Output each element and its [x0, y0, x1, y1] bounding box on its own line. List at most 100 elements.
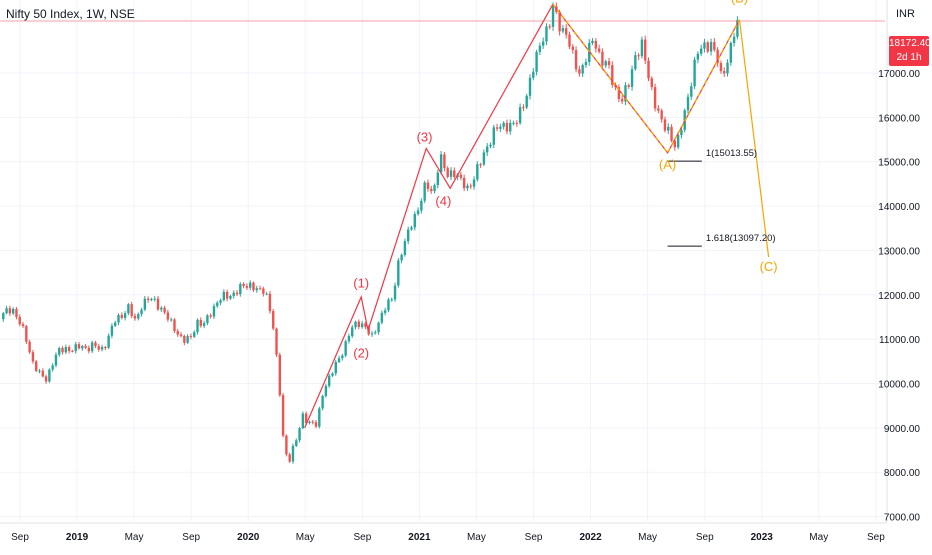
candle[interactable]: [601, 48, 604, 70]
candle[interactable]: [624, 82, 627, 106]
candle[interactable]: [127, 303, 130, 316]
candle[interactable]: [327, 373, 331, 389]
candle[interactable]: [370, 330, 374, 337]
candle[interactable]: [492, 124, 495, 149]
candle[interactable]: [581, 63, 584, 78]
candle[interactable]: [663, 116, 667, 133]
candle[interactable]: [647, 57, 650, 82]
candle[interactable]: [538, 42, 542, 56]
candle[interactable]: [723, 67, 726, 77]
candle[interactable]: [199, 317, 203, 328]
candle[interactable]: [48, 368, 51, 383]
last-price-tag[interactable]: 18172.40 2d 1h: [889, 36, 931, 66]
candle[interactable]: [337, 355, 341, 364]
candle[interactable]: [196, 318, 199, 335]
candle[interactable]: [403, 238, 407, 257]
candle[interactable]: [31, 349, 35, 364]
candle[interactable]: [311, 419, 314, 425]
candle[interactable]: [341, 353, 344, 361]
candle[interactable]: [528, 74, 532, 100]
candle[interactable]: [44, 374, 48, 384]
candle[interactable]: [686, 93, 690, 114]
candle[interactable]: [393, 282, 397, 302]
candle[interactable]: [137, 312, 140, 321]
candle[interactable]: [699, 44, 703, 57]
candle[interactable]: [571, 44, 574, 54]
candle[interactable]: [634, 51, 637, 71]
candle[interactable]: [146, 296, 150, 303]
candle[interactable]: [690, 82, 693, 100]
candle[interactable]: [298, 426, 301, 443]
candle[interactable]: [541, 37, 545, 49]
candle[interactable]: [304, 411, 308, 426]
candle[interactable]: [505, 119, 509, 135]
candle[interactable]: [726, 59, 729, 77]
candle[interactable]: [193, 330, 196, 339]
candle[interactable]: [285, 434, 288, 457]
candle[interactable]: [2, 311, 5, 322]
candle[interactable]: [104, 345, 107, 351]
candle[interactable]: [114, 320, 117, 327]
candle[interactable]: [189, 333, 193, 340]
candle[interactable]: [736, 16, 739, 40]
candle[interactable]: [156, 295, 160, 312]
candle[interactable]: [212, 303, 216, 320]
candle[interactable]: [670, 124, 673, 143]
candle[interactable]: [578, 65, 581, 77]
candle[interactable]: [360, 320, 364, 329]
candle[interactable]: [347, 333, 351, 344]
candle[interactable]: [87, 345, 91, 354]
candle[interactable]: [380, 310, 384, 325]
candle[interactable]: [446, 166, 449, 179]
candle[interactable]: [153, 296, 156, 302]
candle[interactable]: [239, 282, 242, 297]
candle[interactable]: [525, 93, 528, 110]
candle[interactable]: [676, 131, 680, 150]
candle[interactable]: [272, 308, 275, 331]
candle[interactable]: [486, 143, 489, 156]
candle[interactable]: [604, 59, 607, 68]
candle[interactable]: [588, 39, 591, 66]
candle[interactable]: [222, 289, 226, 302]
candle[interactable]: [459, 171, 463, 181]
candle[interactable]: [515, 120, 519, 127]
candle[interactable]: [430, 185, 433, 194]
candle[interactable]: [130, 301, 133, 319]
candle[interactable]: [166, 309, 170, 322]
candle[interactable]: [597, 44, 601, 54]
candle[interactable]: [416, 207, 420, 216]
candle[interactable]: [248, 280, 252, 291]
candle[interactable]: [449, 167, 453, 181]
candle[interactable]: [77, 341, 81, 350]
candle[interactable]: [482, 149, 486, 167]
candle[interactable]: [133, 313, 137, 321]
candle[interactable]: [173, 318, 176, 334]
candle[interactable]: [245, 283, 249, 290]
candle[interactable]: [650, 76, 654, 91]
candle[interactable]: [183, 334, 186, 346]
candle[interactable]: [321, 394, 324, 411]
candle[interactable]: [206, 314, 209, 326]
candle[interactable]: [561, 24, 565, 34]
candle[interactable]: [265, 291, 268, 296]
candle[interactable]: [288, 452, 291, 464]
candle[interactable]: [209, 313, 212, 319]
candle[interactable]: [291, 443, 295, 464]
candle[interactable]: [390, 297, 393, 302]
candle[interactable]: [262, 286, 265, 297]
candle[interactable]: [41, 368, 44, 378]
candle[interactable]: [657, 104, 660, 114]
candle[interactable]: [278, 352, 282, 397]
candle[interactable]: [673, 138, 677, 151]
candle[interactable]: [179, 332, 183, 338]
candle[interactable]: [568, 31, 571, 50]
candle[interactable]: [558, 9, 561, 36]
candle[interactable]: [84, 344, 87, 350]
candle[interactable]: [140, 307, 143, 317]
candle[interactable]: [71, 349, 74, 353]
candle[interactable]: [176, 328, 179, 337]
candle[interactable]: [703, 38, 706, 53]
candle[interactable]: [110, 323, 114, 339]
candle[interactable]: [25, 324, 28, 345]
